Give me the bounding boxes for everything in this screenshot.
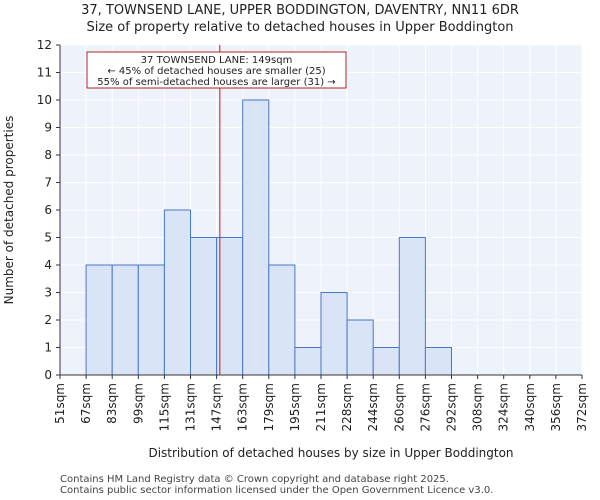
x-axis-label: Distribution of detached houses by size …: [148, 446, 513, 460]
x-tick-label: 308sqm: [471, 383, 485, 431]
x-tick-label: 115sqm: [157, 383, 171, 431]
histogram-bar: [85, 264, 113, 376]
x-tick-label: 211sqm: [314, 383, 328, 431]
histogram-bar: [424, 347, 452, 376]
annotation-box: [86, 51, 347, 89]
y-axis-label: Number of detached properties: [2, 116, 16, 305]
histogram-bar: [346, 319, 374, 376]
y-tick-label: 10: [37, 93, 52, 107]
y-tick-label: 9: [44, 121, 52, 135]
x-tick-label: 67sqm: [79, 383, 93, 424]
histogram-bar: [190, 237, 218, 376]
chart-title: 37, TOWNSEND LANE, UPPER BODDINGTON, DAV…: [81, 3, 519, 18]
histogram-bar: [163, 209, 191, 376]
histogram-bar: [137, 264, 165, 376]
y-tick-label: 12: [37, 38, 52, 52]
footer-copyright: Contains HM Land Registry data © Crown c…: [60, 474, 449, 485]
footer-licence: Contains public sector information licen…: [60, 485, 494, 496]
histogram-bar: [242, 99, 270, 376]
y-tick-label: 1: [44, 341, 52, 355]
annotation-text: 55% of semi-detached houses are larger (…: [97, 77, 335, 88]
y-tick-label: 11: [37, 66, 52, 80]
x-tick-label: 131sqm: [184, 383, 198, 431]
x-tick-label: 179sqm: [262, 383, 276, 431]
x-tick-label: 356sqm: [549, 383, 563, 431]
y-tick-label: 7: [44, 176, 52, 190]
histogram-bar: [268, 264, 296, 376]
histogram-bar: [216, 237, 244, 376]
x-tick-label: 195sqm: [288, 383, 302, 431]
y-tick-label: 0: [44, 368, 52, 382]
histogram-bar: [294, 347, 322, 376]
y-tick-label: 4: [44, 258, 52, 272]
y-tick-label: 6: [44, 203, 52, 217]
x-tick-label: 163sqm: [236, 383, 250, 431]
histogram-bar: [372, 347, 400, 376]
y-tick-label: 2: [44, 313, 52, 327]
x-tick-label: 244sqm: [366, 383, 380, 431]
x-tick-label: 147sqm: [210, 383, 224, 431]
histogram-bar: [320, 292, 348, 376]
y-tick-label: 3: [44, 286, 52, 300]
x-tick-label: 51sqm: [53, 383, 67, 424]
histogram-bar: [111, 264, 139, 376]
x-tick-label: 83sqm: [105, 383, 119, 424]
annotation-text: 37 TOWNSEND LANE: 149sqm: [141, 55, 293, 66]
annotation-text: ← 45% of detached houses are smaller (25…: [107, 66, 325, 77]
x-tick-label: 260sqm: [392, 383, 406, 431]
y-tick-label: 5: [44, 231, 52, 245]
histogram-bar: [398, 237, 426, 376]
x-tick-label: 276sqm: [418, 383, 432, 431]
x-tick-label: 372sqm: [575, 383, 589, 431]
x-tick-label: 324sqm: [497, 383, 511, 431]
y-tick-label: 8: [44, 148, 52, 162]
chart-subtitle: Size of property relative to detached ho…: [86, 20, 514, 35]
x-tick-label: 292sqm: [445, 383, 459, 431]
x-tick-label: 228sqm: [340, 383, 354, 431]
x-tick-label: 99sqm: [131, 383, 145, 424]
x-tick-label: 340sqm: [523, 383, 537, 431]
